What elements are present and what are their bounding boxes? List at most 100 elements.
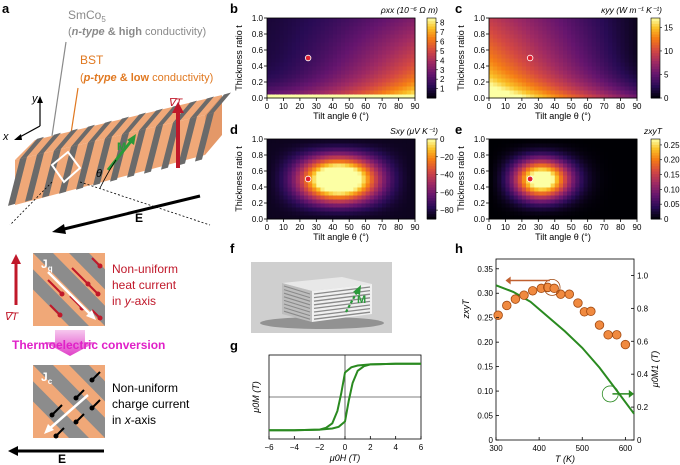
y-tick-label: 0.8 [252, 30, 264, 39]
heatmap-cell [402, 151, 408, 156]
heatmap-cell [287, 155, 293, 160]
heatmap-cell [567, 82, 572, 87]
heatmap-cell [312, 62, 317, 67]
heatmap-cell [394, 147, 400, 152]
heatmap-cell [616, 151, 622, 156]
h-zt-point [612, 330, 622, 340]
heatmap-cell [320, 191, 326, 196]
heatmap-cell [530, 195, 535, 200]
heatmap-cell [386, 86, 391, 91]
h-arrow-right-head [628, 389, 634, 398]
heatmap-cell [583, 155, 589, 160]
heatmap-cell [517, 78, 523, 83]
heatmap-cell [628, 54, 634, 59]
heatmap-cell [571, 211, 576, 216]
heatmap-cell [341, 147, 346, 152]
colorbar-tick-label: −80 [440, 206, 454, 215]
heatmap-cell [534, 199, 539, 204]
heatmap-cell [620, 139, 626, 144]
heatmap-cell [287, 199, 293, 204]
heatmap-cell [554, 46, 560, 51]
x-tick-label: 80 [394, 223, 403, 232]
heatmap-cell [554, 195, 560, 200]
heatmap-cell [390, 183, 395, 188]
heatmap-cell [575, 179, 580, 184]
bar-top-stripe [54, 128, 78, 151]
heatmap-cell [398, 195, 404, 200]
heatmap-cell [328, 175, 334, 180]
colorbar-cell [427, 84, 436, 88]
heatmap-cell [628, 207, 634, 212]
heatmap-cell [365, 58, 371, 63]
heatmap-cell [295, 62, 301, 67]
heatmap-cell [542, 82, 548, 87]
heatmap-cell [378, 58, 383, 63]
heatmap-cell [587, 42, 593, 47]
heatmap-cell [505, 46, 511, 51]
heatmap-cell [538, 187, 543, 192]
heatmap-cell [579, 86, 585, 91]
heatmap-cell [501, 70, 506, 75]
heatmap-cell [628, 195, 634, 200]
heatmap-cell [295, 171, 301, 176]
x-tick-label: 60 [583, 102, 592, 111]
heatmap-cell [271, 155, 276, 160]
heatmap-cell [563, 62, 568, 67]
heatmap-cell [509, 187, 515, 192]
heatmap-cell [361, 139, 367, 144]
heatmap-cell [386, 175, 391, 180]
heatmap-cell [624, 151, 630, 156]
colorbar-cell [651, 208, 660, 212]
heatmap-cell [563, 38, 568, 43]
heatmap-cell [501, 50, 506, 55]
heatmap-cell [616, 143, 622, 148]
heatmap-cell [365, 78, 371, 83]
heatmap-cell [279, 58, 284, 63]
heatmap-cell [336, 74, 342, 79]
heatmap-cell [632, 74, 638, 79]
heatmap-cell [563, 203, 568, 208]
g-x-tick-label: 0 [343, 443, 348, 452]
heatmap-cell [283, 163, 289, 168]
heatmap-cell [271, 66, 276, 71]
h-yr-tick-label: 1.0 [637, 271, 649, 280]
heatmap-cell [398, 207, 404, 212]
heatmap-cell [521, 203, 527, 208]
x-tick-label: 20 [295, 223, 304, 232]
heatmap-cell [579, 66, 585, 71]
heatmap-cell [357, 78, 363, 83]
heatmap-cell [571, 62, 576, 67]
x-tick-label: 90 [633, 223, 642, 232]
heatmap-cell [620, 58, 626, 63]
heatmap-cell [628, 94, 634, 99]
heatmap-cell [267, 94, 272, 99]
heatmap-cell [604, 191, 609, 196]
heatmap-cell [279, 199, 284, 204]
striped-bar [8, 92, 231, 206]
heatmap-cell [583, 203, 589, 208]
heatmap-cell [579, 70, 585, 75]
heatmap-cell [575, 203, 580, 208]
heatmap-cell [365, 159, 371, 164]
heatmap-cell [563, 66, 568, 71]
heatmap-e: 0 10 20 30 40 50 60 70 80 900.00.20.40.60.81.0Til… [456, 126, 680, 242]
heatmap-cell [312, 70, 317, 75]
heatmap-cell [558, 195, 564, 200]
heatmap-cell [291, 86, 297, 91]
heatmap-cell [345, 94, 350, 99]
heatmap-cell [550, 195, 556, 200]
heatmap-cell [567, 191, 572, 196]
heatmap-cell [624, 90, 630, 95]
heatmap-cell [373, 175, 379, 180]
heatmap-cell [328, 187, 334, 192]
heatmap-cell [336, 155, 342, 160]
heatmap-cell [369, 62, 375, 67]
bar-top-stripe [37, 132, 61, 155]
heatmap-cell [501, 203, 506, 208]
heatmap-cell [299, 215, 305, 220]
heatmap-cell [608, 179, 613, 184]
heatmap-cell [538, 34, 543, 39]
heatmap-cell [312, 30, 317, 35]
heatmap-cell [509, 215, 515, 220]
heatmap-cell [304, 139, 309, 144]
